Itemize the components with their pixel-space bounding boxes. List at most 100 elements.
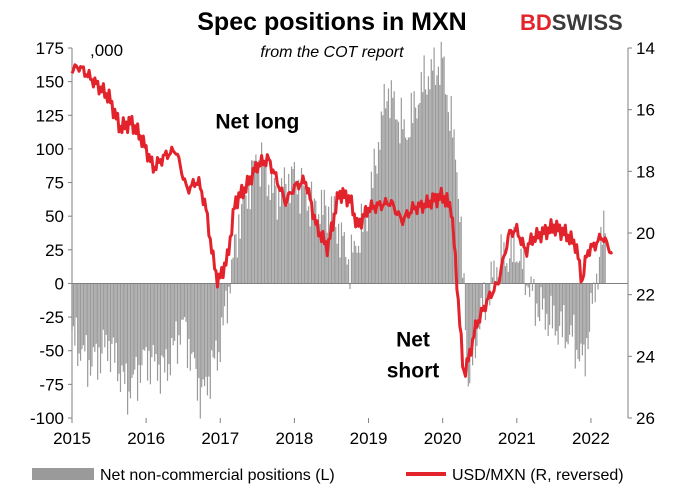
position-bar [436, 75, 438, 284]
position-bar [574, 283, 576, 369]
position-bar [360, 203, 363, 284]
x-tick-label: 2021 [498, 429, 536, 448]
position-bar [373, 148, 375, 284]
position-bar [392, 97, 394, 284]
position-bar [181, 283, 183, 320]
position-bar [136, 283, 139, 401]
position-bar [205, 283, 207, 377]
chart-title: Spec positions in MXN [197, 8, 466, 36]
position-bar [581, 283, 583, 356]
position-bar [104, 283, 106, 348]
position-bar [312, 211, 314, 284]
position-bar [400, 97, 402, 284]
position-bar [245, 195, 247, 284]
position-bar [322, 214, 324, 284]
svg-text:BDSWISS: BDSWISS [520, 10, 623, 35]
position-bar [366, 231, 368, 284]
position-bar [162, 283, 164, 358]
position-bar [550, 283, 552, 296]
left-tick-label: 100 [36, 140, 64, 159]
position-bar [111, 283, 113, 344]
position-bar [266, 196, 268, 284]
position-bar [122, 283, 124, 372]
position-bar [439, 84, 441, 284]
legend-label-usdmxn: USD/MXN (R, reversed) [452, 467, 624, 484]
position-bar [289, 203, 291, 284]
position-bar [131, 283, 133, 378]
position-bar [519, 260, 521, 284]
position-bar [118, 283, 120, 374]
position-bar [82, 283, 85, 346]
position-bar [98, 283, 100, 348]
position-bar [527, 283, 529, 288]
position-bar [241, 204, 243, 284]
logo-part-bd: BD [520, 10, 552, 35]
position-bar [303, 186, 305, 284]
position-bar [433, 47, 435, 284]
position-bar [127, 283, 129, 415]
position-bar [413, 91, 415, 284]
position-bar [359, 252, 361, 284]
position-bar [350, 234, 353, 284]
position-bar [201, 283, 203, 388]
position-bar [464, 283, 467, 331]
position-bar [276, 219, 278, 284]
position-bar [580, 283, 582, 344]
position-bar [270, 167, 273, 284]
position-bar [383, 84, 385, 284]
position-bar [554, 283, 556, 336]
x-tick-label: 2015 [53, 429, 91, 448]
position-bar [141, 283, 143, 366]
position-bar [516, 261, 518, 284]
position-bar [332, 212, 334, 284]
position-bar [601, 244, 603, 284]
position-bar [537, 283, 539, 318]
position-bar [102, 283, 104, 330]
position-bar [336, 243, 338, 284]
position-bar [219, 283, 221, 363]
position-bar [211, 283, 213, 351]
position-bar [539, 283, 541, 322]
position-bar [298, 179, 300, 284]
position-bar [248, 179, 250, 284]
position-bar [218, 283, 220, 353]
position-bar [427, 76, 430, 284]
position-bar [422, 92, 424, 284]
position-bar [156, 283, 159, 381]
position-bar [151, 283, 153, 358]
position-bar [486, 283, 488, 300]
position-bar [272, 193, 274, 284]
position-bar [329, 224, 331, 284]
position-bar [420, 71, 422, 284]
position-bar [326, 232, 328, 284]
position-bar [403, 119, 405, 284]
position-bar [171, 283, 173, 339]
position-bar [206, 283, 209, 396]
position-bar [367, 214, 370, 284]
position-bar [125, 283, 127, 364]
position-bar [228, 283, 230, 287]
position-bar [246, 208, 248, 284]
position-bar [600, 226, 602, 284]
position-bar [467, 283, 469, 387]
position-bar [194, 283, 196, 359]
position-bar [395, 119, 397, 284]
position-bar [259, 186, 261, 284]
position-bar [78, 283, 80, 354]
position-bar [362, 231, 364, 284]
position-bar [477, 283, 479, 328]
position-bar [377, 142, 380, 284]
position-bar [115, 283, 117, 343]
position-bar [144, 283, 146, 351]
position-bar [520, 248, 522, 284]
position-bar [286, 205, 288, 284]
position-bar [479, 283, 481, 330]
position-bar [186, 283, 189, 369]
position-bar [95, 283, 97, 344]
right-tick-label: 16 [636, 101, 655, 120]
position-bar [577, 283, 579, 360]
position-bar [81, 283, 83, 350]
position-bar [268, 184, 270, 284]
position-bar [188, 283, 190, 339]
position-bar [568, 283, 571, 335]
